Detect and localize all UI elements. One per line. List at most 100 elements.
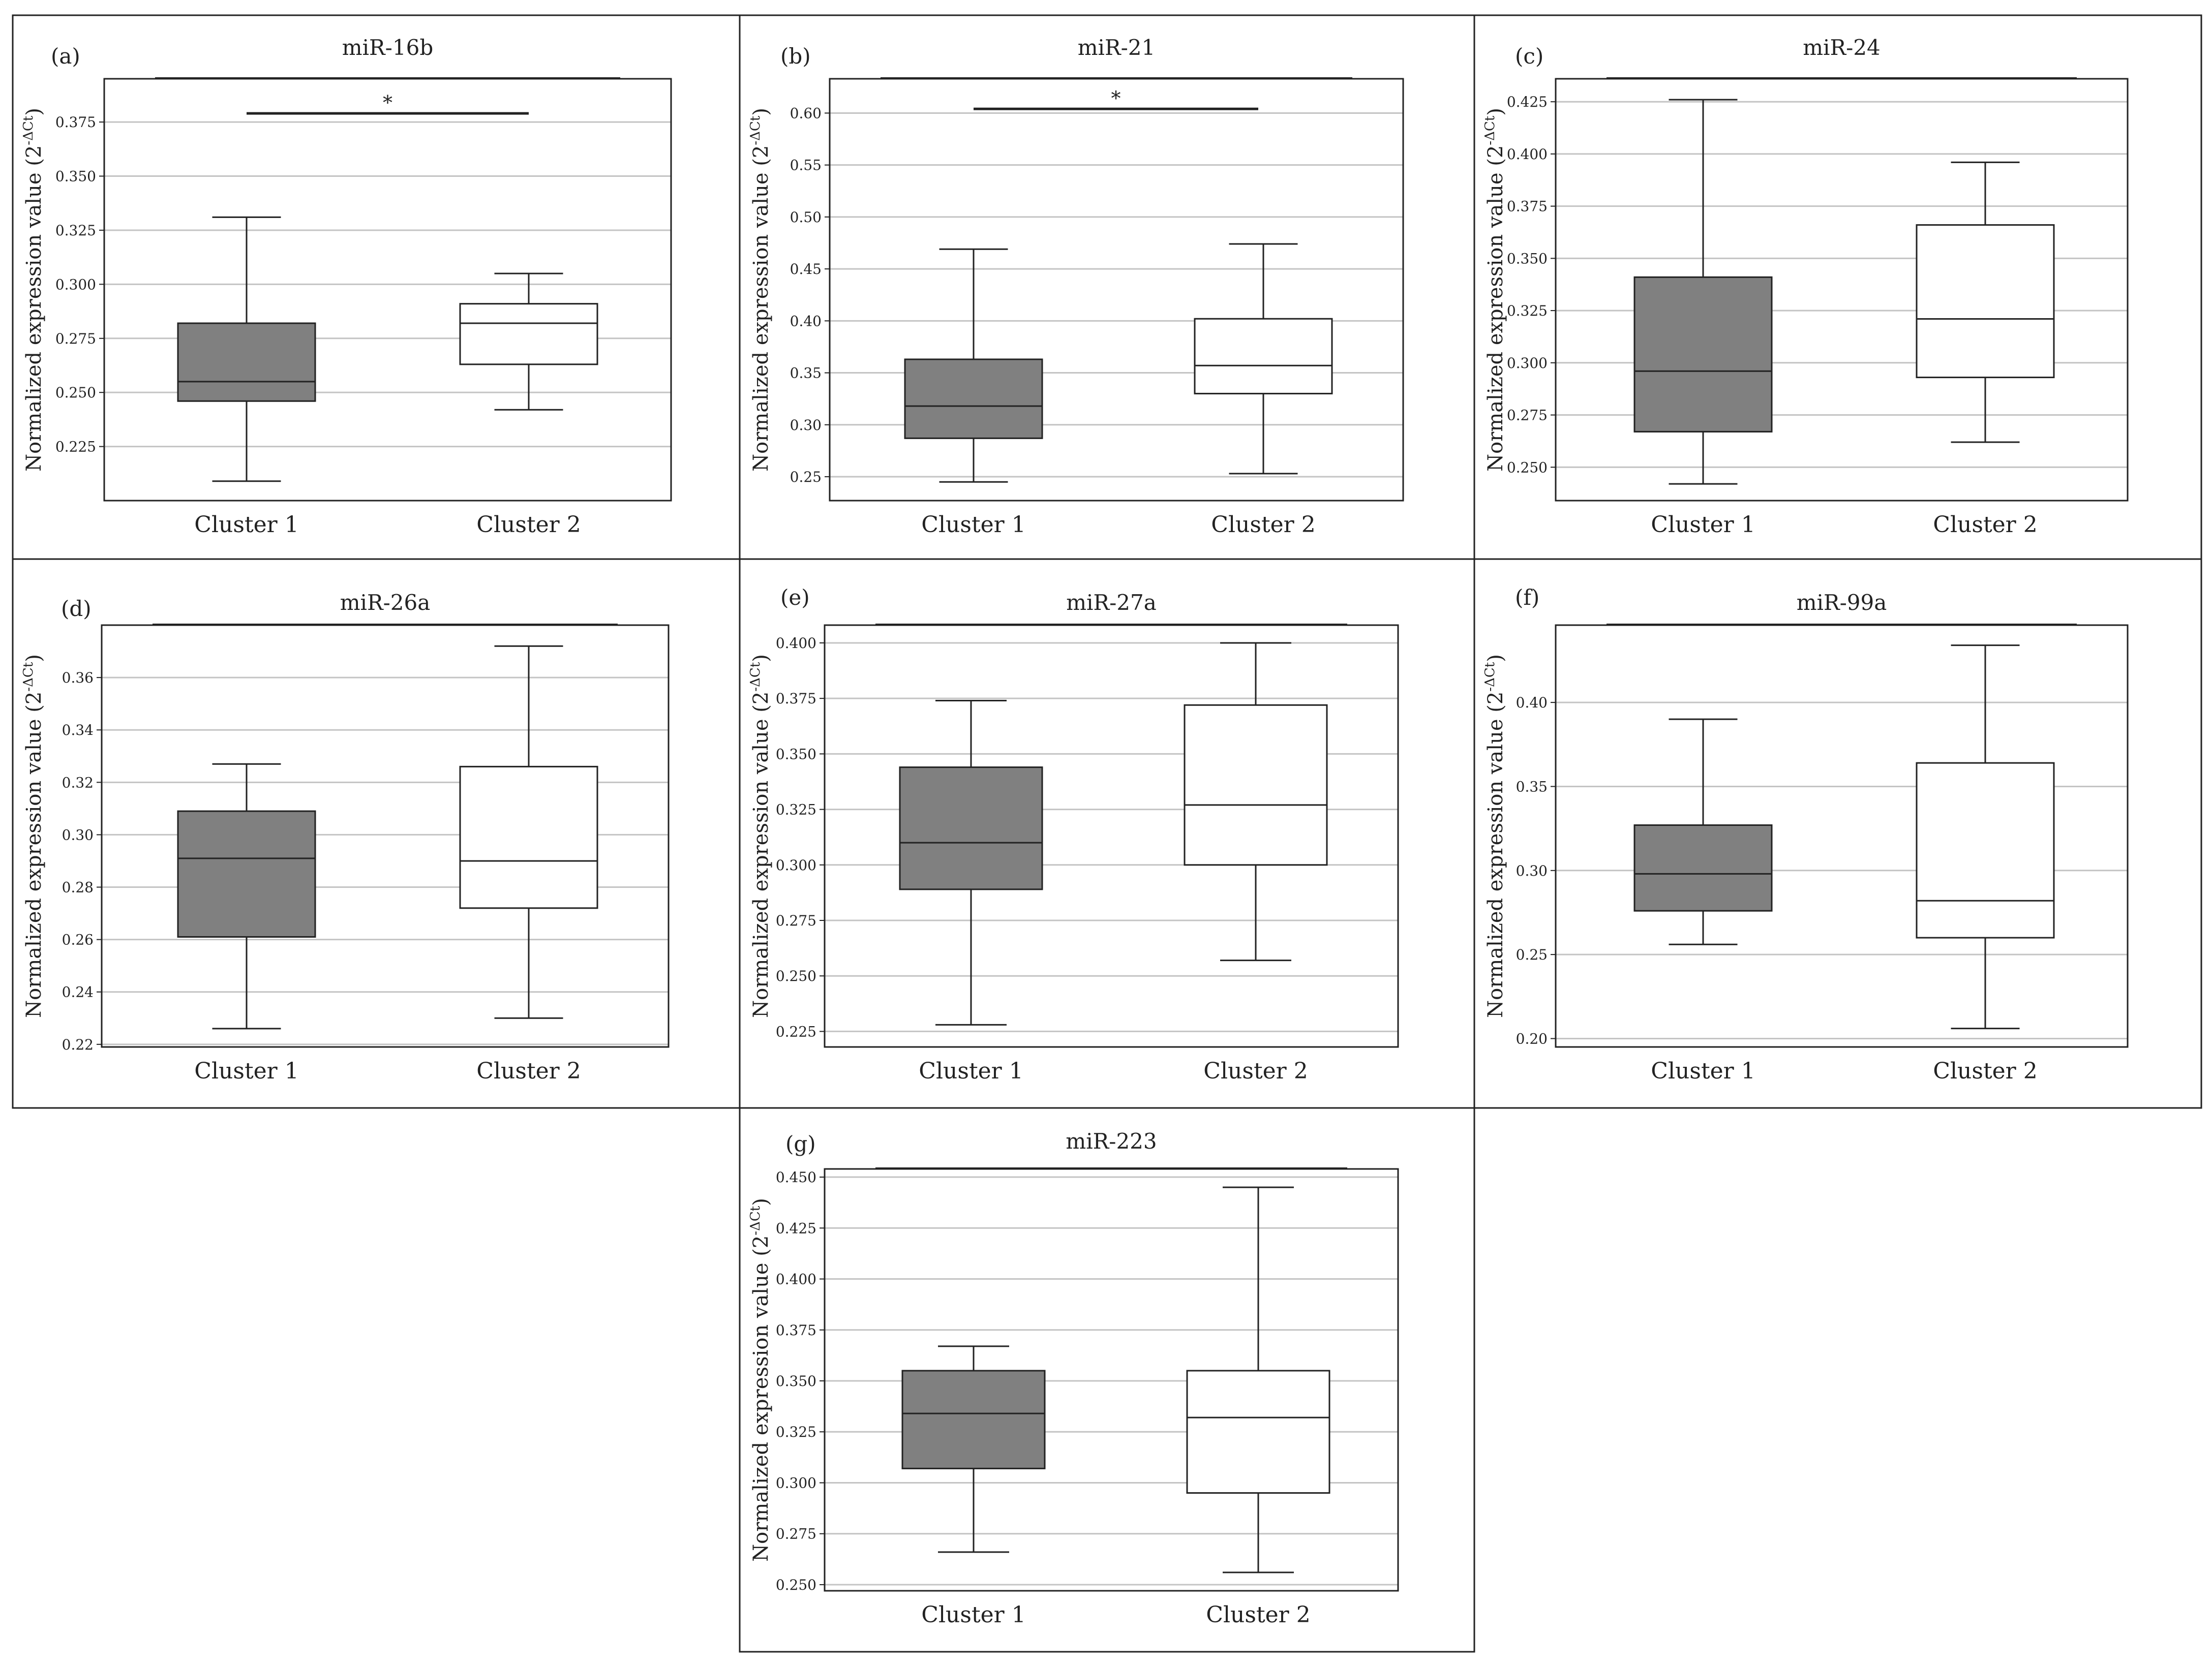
y-tick-label: 0.32 <box>62 774 94 791</box>
plot-frame <box>103 78 672 502</box>
title-bg <box>337 587 434 616</box>
y-tick-label: 0.250 <box>776 968 816 984</box>
y-tick-label: 0.30 <box>62 826 94 843</box>
y-tick-label: 0.325 <box>1507 302 1548 319</box>
y-tick-label: 0.275 <box>55 330 96 347</box>
title-bg <box>1063 1126 1160 1155</box>
box-1 <box>1633 718 1773 945</box>
title-bg <box>1074 32 1159 61</box>
y-tick-label: 0.375 <box>1507 198 1548 215</box>
y-axis-label: Normalized expression value (2-ΔCt) <box>748 108 773 472</box>
box-body <box>1633 276 1773 433</box>
plot-frame <box>824 624 1399 1048</box>
y-tick-label: 0.325 <box>776 801 816 818</box>
title-bg <box>1793 587 1890 616</box>
y-tick-label: 0.275 <box>1507 407 1548 424</box>
y-tick-label: 0.350 <box>1507 250 1548 267</box>
x-tick-label: Cluster 2 <box>1203 1058 1308 1084</box>
y-axis-label: Normalized expression value (2-ΔCt) <box>1482 654 1507 1018</box>
y-tick-label: 0.300 <box>776 857 816 874</box>
title-bg <box>1063 587 1160 616</box>
panel-border <box>739 1107 1475 1653</box>
y-tick-label: 0.36 <box>62 669 94 686</box>
x-tick-label: Cluster 2 <box>476 1058 581 1084</box>
box-body <box>904 358 1043 439</box>
y-tick-label: 0.425 <box>776 1220 816 1237</box>
box-2 <box>1194 243 1333 475</box>
panel-border <box>1473 14 2202 560</box>
y-tick-label: 0.275 <box>776 1526 816 1542</box>
y-tick-label: 0.350 <box>776 746 816 762</box>
x-tick-label: Cluster 2 <box>1206 1602 1310 1628</box>
x-tick-label: Cluster 1 <box>1651 1058 1755 1084</box>
box-body <box>1633 824 1773 912</box>
y-tick-label: 0.30 <box>790 417 822 434</box>
y-tick-label: 0.400 <box>776 635 816 652</box>
panel-border <box>12 558 741 1109</box>
y-tick-label: 0.24 <box>62 984 94 1001</box>
y-tick-label: 0.300 <box>776 1474 816 1491</box>
y-tick-label: 0.225 <box>776 1023 816 1040</box>
panel-b: 0.25 0.30 0.35 0.40 0.45 0.50 0.55 0.60 Cluster … <box>739 14 1475 560</box>
box-2 <box>1916 161 2055 443</box>
panel-f: 0.20 0.25 0.30 0.35 0.40 Cluster 1 Cluster 2 mi… <box>1473 558 2202 1109</box>
chart-title: miR-16b <box>342 35 433 60</box>
y-tick-label: 0.250 <box>776 1577 816 1593</box>
y-tick-label: 0.250 <box>55 384 96 401</box>
y-tick-label: 0.22 <box>62 1036 94 1053</box>
chart-title: miR-27a <box>1066 590 1157 615</box>
chart-title: miR-24 <box>1803 35 1881 60</box>
y-tick-label: 0.375 <box>55 114 96 131</box>
y-tick-label: 0.425 <box>1507 94 1548 110</box>
y-tick-label: 0.55 <box>790 157 822 174</box>
y-tick-label: 0.34 <box>62 722 94 738</box>
x-tick-label: Cluster 2 <box>1933 512 2037 538</box>
panel-letter: (c) <box>1515 44 1543 69</box>
x-tick-label: Cluster 2 <box>1211 512 1315 538</box>
panel-letter: (f) <box>1515 585 1539 610</box>
panel-letter: (a) <box>51 44 80 69</box>
y-tick-label: 0.28 <box>62 879 94 896</box>
box-body <box>901 1370 1046 1469</box>
y-tick-label: 0.300 <box>55 276 96 293</box>
box-body <box>1184 704 1328 866</box>
y-tick-label: 0.375 <box>776 690 816 707</box>
y-tick-label: 0.20 <box>1516 1030 1548 1047</box>
y-tick-label: 0.250 <box>1507 459 1548 476</box>
y-tick-label: 0.50 <box>790 209 822 226</box>
y-tick-label: 0.400 <box>776 1271 816 1288</box>
y-tick-label: 0.350 <box>776 1373 816 1390</box>
box-body <box>1194 318 1333 394</box>
box-1 <box>177 763 316 1030</box>
panel-a: 0.225 0.250 0.275 0.300 0.325 0.350 0.375 Clust… <box>12 14 741 560</box>
title-bg <box>339 32 436 61</box>
significance-label: * <box>383 91 392 114</box>
x-tick-label: Cluster 1 <box>921 1602 1025 1628</box>
box-body <box>459 765 598 909</box>
y-axis-label: Normalized expression value (2-ΔCt) <box>21 108 46 472</box>
y-tick-label: 0.375 <box>776 1322 816 1339</box>
x-tick-label: Cluster 1 <box>194 1058 298 1084</box>
x-tick-label: Cluster 1 <box>919 1058 1023 1084</box>
panel-border <box>739 558 1475 1109</box>
box-1 <box>899 700 1043 1026</box>
box-body <box>459 303 598 365</box>
title-bg <box>1799 32 1885 61</box>
box-2 <box>1184 642 1328 962</box>
box-1 <box>901 1345 1046 1553</box>
panel-letter: (e) <box>780 585 810 610</box>
y-tick-label: 0.30 <box>1516 862 1548 879</box>
y-tick-label: 0.35 <box>790 365 822 382</box>
y-tick-label: 0.40 <box>1516 694 1548 711</box>
box-body <box>1186 1370 1330 1494</box>
box-body <box>177 810 316 938</box>
panel-g: 0.250 0.275 0.300 0.325 0.350 0.375 0.400 0.425… <box>739 1107 1475 1653</box>
x-tick-label: Cluster 1 <box>194 512 298 538</box>
panel-letter: (d) <box>61 596 92 621</box>
y-tick-label: 0.45 <box>790 261 822 277</box>
chart-title: miR-223 <box>1066 1129 1157 1154</box>
box-body <box>177 322 316 402</box>
box-2 <box>459 272 598 411</box>
y-tick-label: 0.450 <box>776 1169 816 1186</box>
box-1 <box>904 248 1043 483</box>
